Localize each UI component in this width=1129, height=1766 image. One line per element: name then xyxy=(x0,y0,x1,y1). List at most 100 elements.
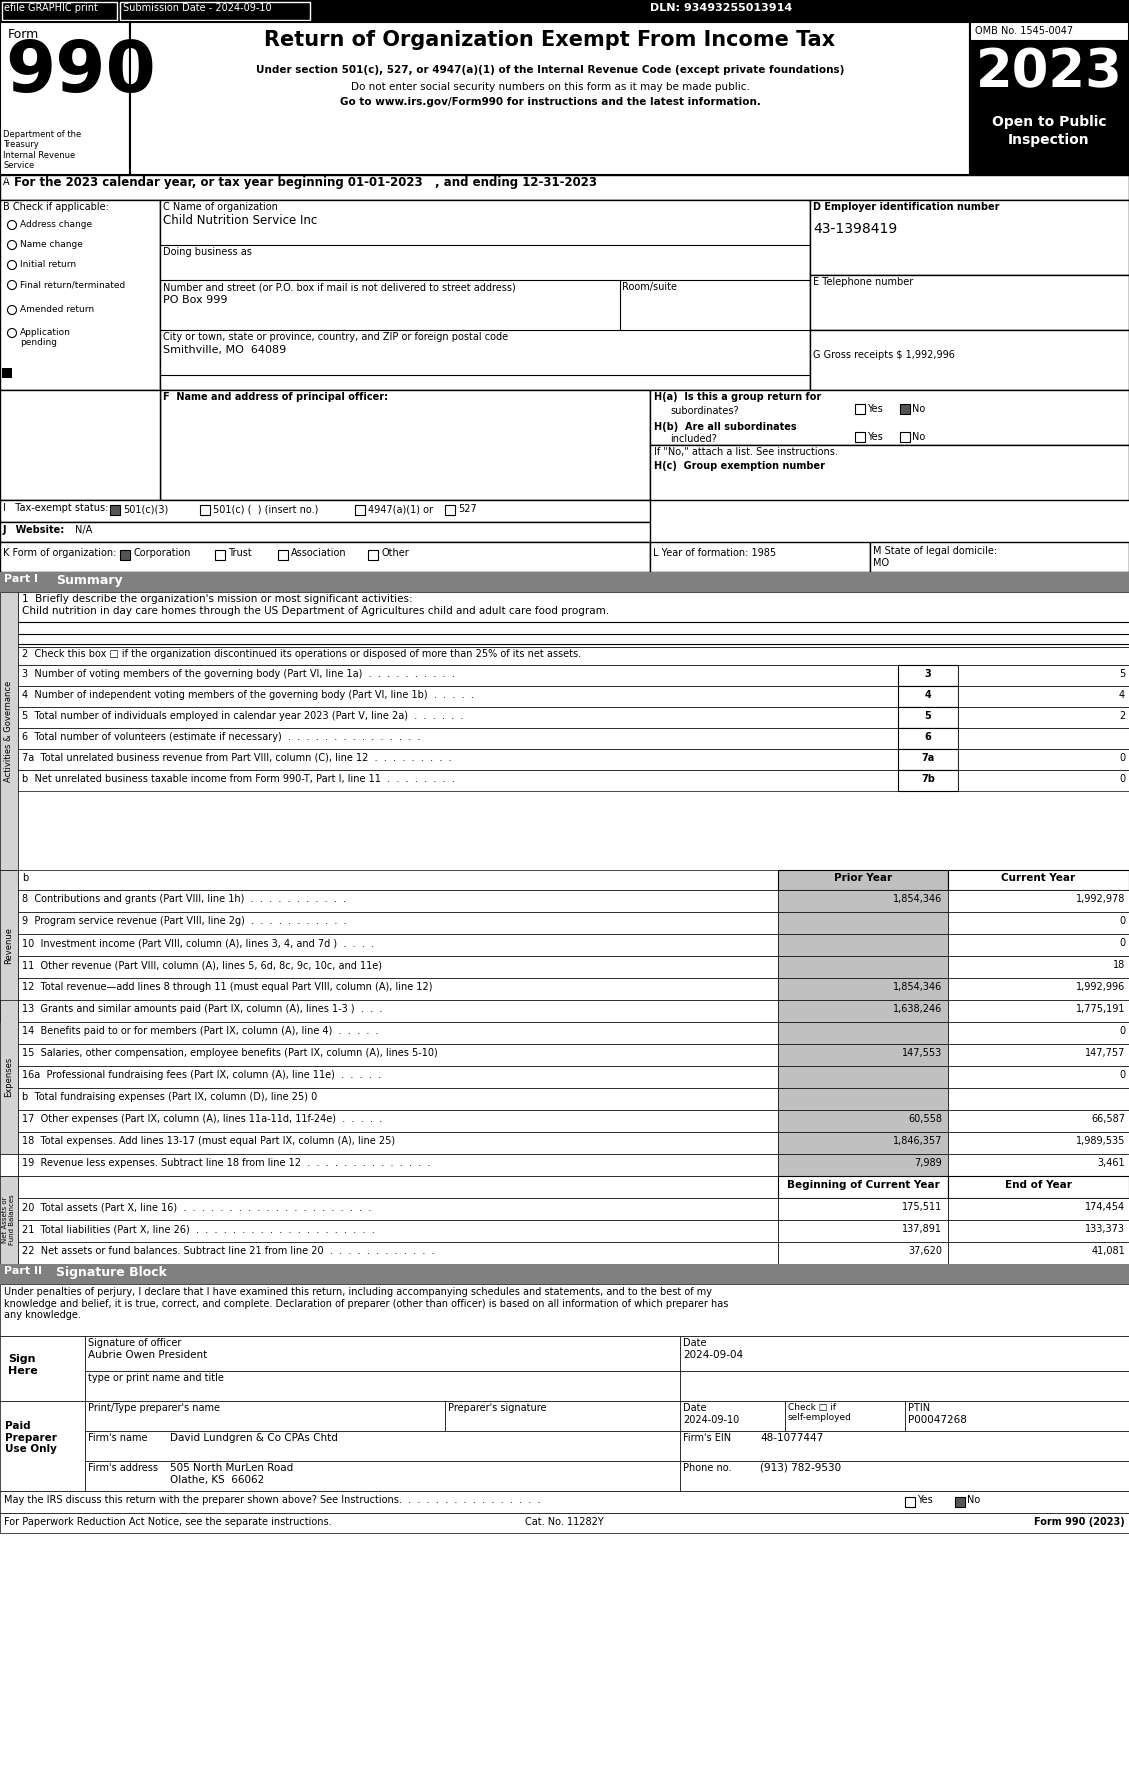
Text: 0: 0 xyxy=(1119,752,1124,763)
Text: Revenue: Revenue xyxy=(5,927,14,964)
Bar xyxy=(778,871,948,890)
Text: 1,992,978: 1,992,978 xyxy=(1076,894,1124,904)
Text: David Lundgren & Co CPAs Chtd: David Lundgren & Co CPAs Chtd xyxy=(170,1432,338,1443)
Text: M State of legal domicile:: M State of legal domicile: xyxy=(873,546,997,556)
Bar xyxy=(650,390,1129,445)
Bar xyxy=(445,1400,680,1430)
Text: Submission Date - 2024-09-10: Submission Date - 2024-09-10 xyxy=(123,4,272,12)
Bar xyxy=(0,1153,18,1176)
Bar xyxy=(959,728,1129,749)
Text: Under section 501(c), 527, or 4947(a)(1) of the Internal Revenue Code (except pr: Under section 501(c), 527, or 4947(a)(1)… xyxy=(256,65,844,74)
Bar xyxy=(959,666,1129,685)
Text: 4947(a)(1) or: 4947(a)(1) or xyxy=(368,503,434,514)
Text: H(a)  Is this a group return for: H(a) Is this a group return for xyxy=(654,392,821,403)
Bar xyxy=(778,1023,948,1044)
Text: N/A: N/A xyxy=(75,525,93,535)
Bar xyxy=(948,1088,1129,1111)
Text: L Year of formation: 1985: L Year of formation: 1985 xyxy=(653,547,776,558)
Bar xyxy=(85,1400,445,1430)
Text: 3,461: 3,461 xyxy=(1097,1158,1124,1167)
Text: Initial return: Initial return xyxy=(20,260,76,268)
Text: 0: 0 xyxy=(1119,938,1124,948)
Bar xyxy=(650,542,870,572)
Bar xyxy=(650,445,1129,500)
Text: Doing business as: Doing business as xyxy=(163,247,252,258)
Bar xyxy=(680,1460,1129,1491)
Text: Check □ if
self-employed: Check □ if self-employed xyxy=(788,1402,852,1422)
Bar xyxy=(948,1153,1129,1176)
Text: Child nutrition in day care homes through the US Department of Agricultures chil: Child nutrition in day care homes throug… xyxy=(21,606,610,616)
Text: K Form of organization:: K Form of organization: xyxy=(3,547,116,558)
Bar xyxy=(959,706,1129,728)
Text: Signature Block: Signature Block xyxy=(56,1266,167,1279)
Bar xyxy=(18,1197,778,1220)
Bar xyxy=(18,1067,778,1088)
Bar xyxy=(898,706,959,728)
Bar xyxy=(110,505,120,516)
Bar xyxy=(18,1176,778,1197)
Bar xyxy=(955,1498,965,1506)
Text: Phone no.: Phone no. xyxy=(683,1462,732,1473)
Bar xyxy=(0,523,650,542)
Bar xyxy=(778,1000,948,1023)
Text: Olathe, KS  66062: Olathe, KS 66062 xyxy=(170,1475,264,1485)
Bar xyxy=(948,1197,1129,1220)
Text: P00047268: P00047268 xyxy=(908,1415,966,1425)
Bar xyxy=(785,1400,905,1430)
Bar xyxy=(905,1498,914,1506)
Text: Other: Other xyxy=(380,547,409,558)
Bar xyxy=(778,911,948,934)
Text: 990: 990 xyxy=(5,39,156,108)
Text: 6  Total number of volunteers (estimate if necessary)  .  .  .  .  .  .  .  .  .: 6 Total number of volunteers (estimate i… xyxy=(21,731,420,742)
Text: 13  Grants and similar amounts paid (Part IX, column (A), lines 1-3 )  .  .  .: 13 Grants and similar amounts paid (Part… xyxy=(21,1005,383,1014)
Text: 0: 0 xyxy=(1119,917,1124,925)
Bar xyxy=(0,21,130,175)
Text: Preparer's signature: Preparer's signature xyxy=(448,1402,546,1413)
Text: b  Net unrelated business taxable income from Form 990-T, Part I, line 11  .  . : b Net unrelated business taxable income … xyxy=(21,774,455,784)
Text: 501(c)(3): 501(c)(3) xyxy=(123,503,168,514)
Bar xyxy=(778,1220,948,1241)
Bar xyxy=(355,505,365,516)
Text: 147,553: 147,553 xyxy=(902,1047,942,1058)
Bar xyxy=(778,1132,948,1153)
Text: 1  Briefly describe the organization's mission or most significant activities:: 1 Briefly describe the organization's mi… xyxy=(21,593,412,604)
Text: 7a: 7a xyxy=(921,752,935,763)
Text: For the 2023 calendar year, or tax year beginning 01-01-2023   , and ending 12-3: For the 2023 calendar year, or tax year … xyxy=(14,177,597,189)
Text: A: A xyxy=(3,177,10,187)
Text: No: No xyxy=(968,1496,980,1505)
Text: 41,081: 41,081 xyxy=(1092,1247,1124,1256)
Text: 2024-09-04: 2024-09-04 xyxy=(683,1349,743,1360)
Text: H(b)  Are all subordinates: H(b) Are all subordinates xyxy=(654,422,797,433)
Text: subordinates?: subordinates? xyxy=(669,406,738,417)
Text: Final return/terminated: Final return/terminated xyxy=(20,281,125,290)
Bar xyxy=(0,175,1129,200)
Text: 1,638,246: 1,638,246 xyxy=(893,1005,942,1014)
Bar xyxy=(0,1400,85,1491)
Bar xyxy=(85,1460,680,1491)
Bar xyxy=(898,685,959,706)
Bar xyxy=(778,1153,948,1176)
Text: 43-1398419: 43-1398419 xyxy=(813,223,898,237)
Text: 7b: 7b xyxy=(921,774,935,784)
Text: 1,854,346: 1,854,346 xyxy=(893,982,942,992)
Text: 11  Other revenue (Part VIII, column (A), lines 5, 6d, 8c, 9c, 10c, and 11e): 11 Other revenue (Part VIII, column (A),… xyxy=(21,961,382,970)
Text: MO: MO xyxy=(873,558,890,569)
Bar xyxy=(18,955,778,978)
Bar xyxy=(160,390,650,500)
Text: 3  Number of voting members of the governing body (Part VI, line 1a)  .  .  .  .: 3 Number of voting members of the govern… xyxy=(21,669,455,678)
Text: 3: 3 xyxy=(925,669,931,678)
Text: 6: 6 xyxy=(925,731,931,742)
Text: 2  Check this box □ if the organization discontinued its operations or disposed : 2 Check this box □ if the organization d… xyxy=(21,648,581,659)
Text: Department of the
Treasury
Internal Revenue
Service: Department of the Treasury Internal Reve… xyxy=(3,131,81,170)
Bar xyxy=(778,934,948,955)
Text: Name change: Name change xyxy=(20,240,82,249)
Bar xyxy=(900,433,910,442)
Text: 22  Net assets or fund balances. Subtract line 21 from line 20  .  .  .  .  .  .: 22 Net assets or fund balances. Subtract… xyxy=(21,1247,435,1256)
Bar xyxy=(870,542,1129,572)
Text: Summary: Summary xyxy=(56,574,123,586)
Bar xyxy=(855,433,865,442)
Text: Amended return: Amended return xyxy=(20,306,94,314)
Bar xyxy=(0,1176,18,1264)
Text: Current Year: Current Year xyxy=(1001,872,1075,883)
Text: 5: 5 xyxy=(1119,669,1124,678)
